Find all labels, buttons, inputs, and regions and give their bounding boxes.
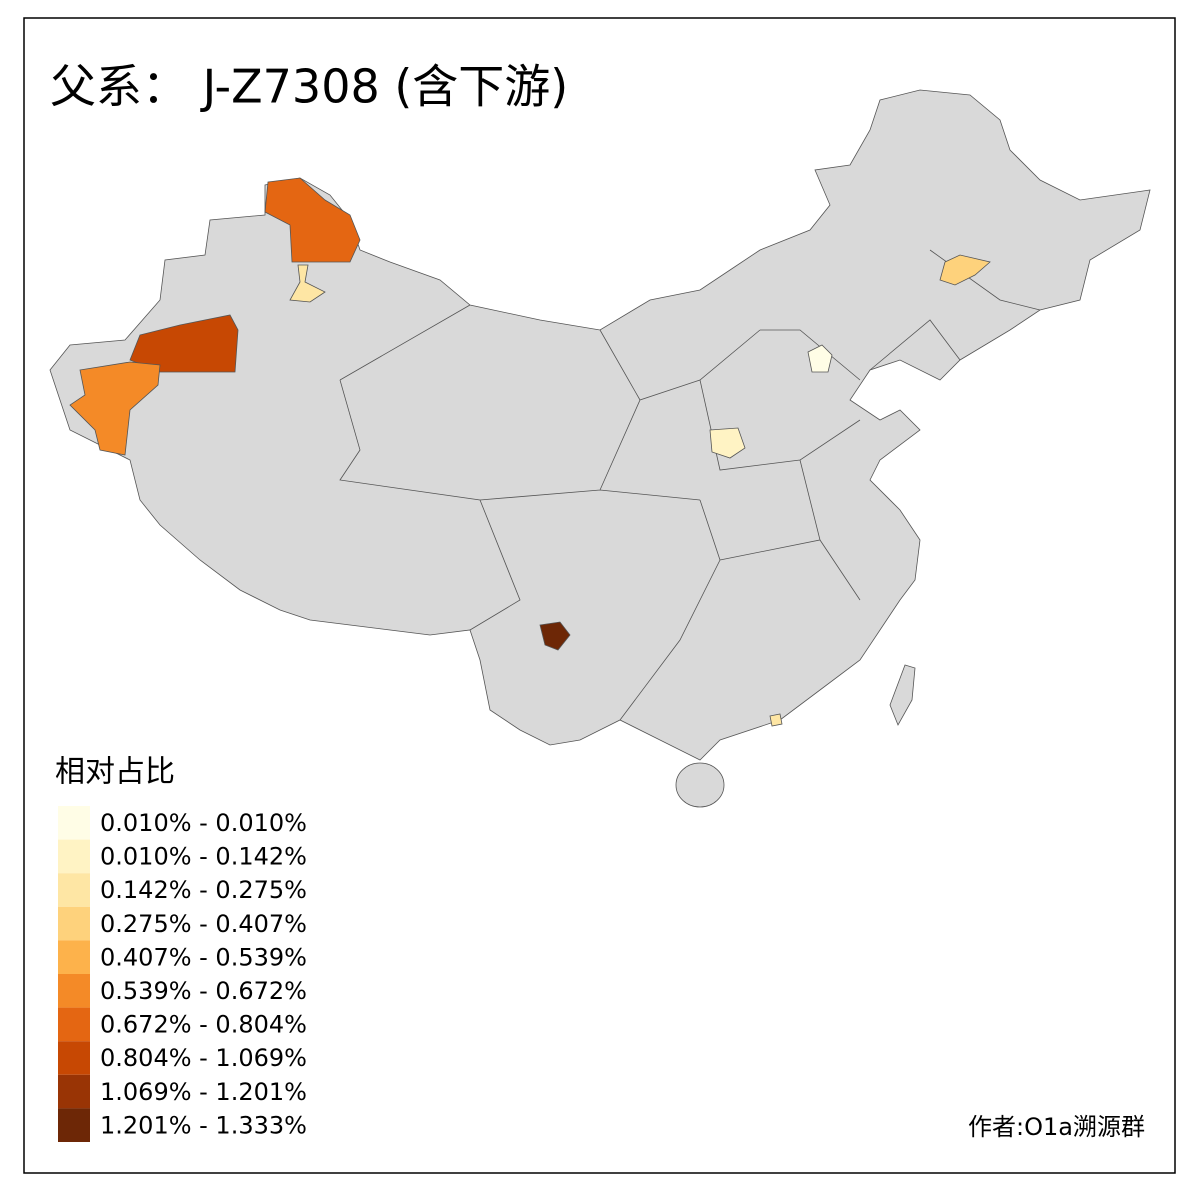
region-heilongjiang bbox=[939, 254, 991, 286]
region-shanxi bbox=[709, 427, 746, 459]
legend-label: 0.672% - 0.804% bbox=[100, 1011, 307, 1039]
legend-label: 0.804% - 1.069% bbox=[100, 1044, 307, 1072]
credit: 作者:O1a溯源群 bbox=[968, 1113, 1145, 1141]
legend-label: 0.142% - 0.275% bbox=[100, 876, 307, 904]
region-altay bbox=[264, 177, 361, 263]
legend-swatch bbox=[58, 806, 90, 840]
region-kashgar bbox=[69, 361, 161, 456]
legend-label: 0.275% - 0.407% bbox=[100, 910, 307, 938]
legend-swatch bbox=[58, 1007, 90, 1042]
region-guangdong bbox=[769, 713, 783, 727]
legend-swatch bbox=[58, 1041, 90, 1075]
region-ili bbox=[129, 314, 239, 373]
legend-label: 1.201% - 1.333% bbox=[100, 1111, 307, 1139]
region-beijing bbox=[807, 344, 833, 373]
legend-swatch bbox=[58, 974, 90, 1008]
legend: 0.010% - 0.010% 0.010% - 0.142% 0.142% - 0… bbox=[58, 806, 307, 1142]
legend-label: 1.069% - 1.201% bbox=[100, 1078, 307, 1106]
region-yunnan bbox=[539, 621, 571, 651]
legend-label: 0.010% - 0.142% bbox=[100, 843, 307, 871]
legend-label: 0.539% - 0.672% bbox=[100, 977, 307, 1005]
legend-swatch bbox=[58, 906, 90, 941]
map-title: 父系： J-Z7308 (含下游) bbox=[50, 60, 568, 114]
legend-swatch bbox=[58, 940, 90, 974]
province-borders bbox=[339, 249, 1041, 721]
legend-swatch bbox=[58, 1074, 90, 1109]
legend-title: 相对占比 bbox=[55, 755, 175, 790]
legend-label: 0.010% - 0.010% bbox=[100, 809, 307, 837]
island-taiwan bbox=[889, 664, 916, 726]
legend-swatch bbox=[58, 839, 90, 874]
region-tacheng bbox=[289, 264, 326, 303]
island-hainan bbox=[675, 762, 725, 808]
frame bbox=[23, 17, 1176, 1174]
legend-label: 0.407% - 0.539% bbox=[100, 943, 307, 971]
legend-swatch bbox=[58, 873, 90, 907]
legend-swatch bbox=[58, 1108, 90, 1142]
